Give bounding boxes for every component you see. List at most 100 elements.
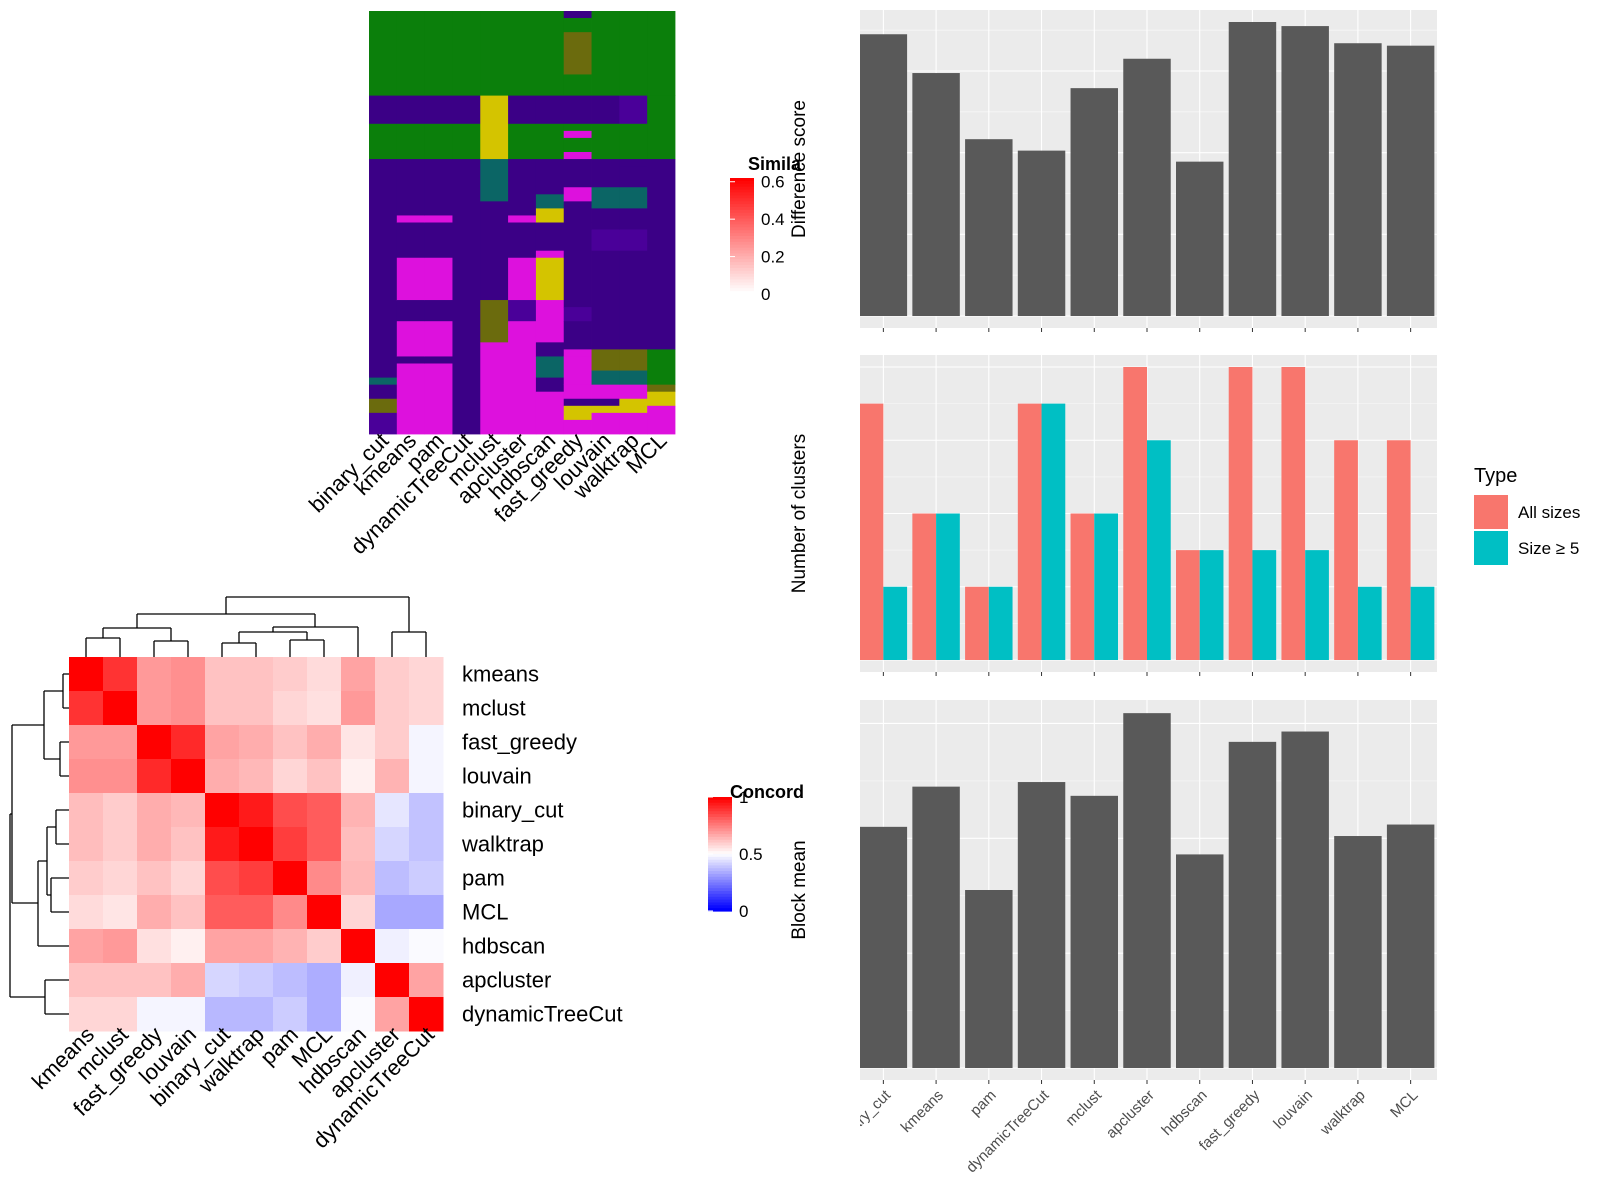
concordance-legend-swatch (708, 842, 732, 847)
concordance-cell (171, 759, 206, 794)
concordance-cell (239, 997, 274, 1032)
bar (1228, 22, 1277, 316)
concordance-cell (103, 929, 138, 964)
membership-cell (591, 229, 620, 252)
concordance-cell (69, 929, 104, 964)
concordance-cell (69, 657, 104, 692)
concordance-row-label: hdbscan (462, 934, 545, 959)
membership-heatmap (369, 11, 676, 435)
membership-cell (369, 95, 398, 125)
similarity-legend-swatch (730, 212, 754, 217)
concordance-cell (239, 929, 274, 964)
bar-size-ge5 (1252, 550, 1277, 660)
concordance-cell (69, 759, 104, 794)
concordance-cell (205, 657, 240, 692)
similarity-legend-swatch (730, 198, 754, 202)
membership-cell (396, 321, 426, 357)
bar-size-ge5 (936, 513, 960, 660)
concordance-legend-swatch (708, 819, 732, 824)
concordance-cell (307, 997, 342, 1032)
similarity-legend-swatch (730, 250, 754, 254)
concordance-cell (239, 725, 274, 760)
similarity-legend-swatch (730, 204, 754, 208)
concordance-legend-title: Concord (730, 782, 804, 802)
membership-cell (424, 95, 453, 125)
y-axis-title: Number of clusters (789, 434, 810, 593)
membership-cell (619, 208, 648, 230)
concordance-cell (205, 963, 240, 998)
concordance-cell (341, 759, 376, 794)
concordance-cell (409, 793, 444, 828)
bar (1070, 795, 1118, 1068)
concordance-cell (375, 793, 410, 828)
membership-cell (508, 11, 537, 96)
bar-all-sizes (859, 403, 884, 660)
concordance-cell (341, 929, 376, 964)
concordance-cell (409, 929, 444, 964)
concordance-cell (239, 895, 274, 930)
concordance-cell (375, 725, 410, 760)
concordance-cell (375, 827, 410, 862)
bar (965, 139, 1013, 316)
concordance-legend-label: 1 (739, 788, 748, 807)
concordance-cell (307, 895, 342, 930)
membership-cell (535, 208, 565, 223)
bar (1334, 836, 1382, 1068)
membership-cell (535, 356, 565, 378)
membership-cell (424, 356, 453, 364)
concordance-cell (409, 963, 444, 998)
membership-cell (508, 159, 537, 216)
membership-cell (647, 384, 676, 393)
clip-mask (808, 0, 860, 1200)
dendrogram-branch (136, 613, 316, 628)
x-tick-label: mclust (1062, 1086, 1105, 1129)
concordance-cell (409, 657, 444, 692)
membership-cell (563, 18, 592, 33)
concordance-legend-swatch (708, 908, 732, 912)
similarity-legend-swatch (730, 227, 754, 231)
bar-all-sizes (1334, 440, 1358, 660)
concordance-cell (103, 725, 138, 760)
concordance-cell (341, 793, 376, 828)
bar-size-ge5 (1147, 440, 1171, 660)
similarity-legend-swatch (730, 195, 754, 199)
bar (859, 34, 908, 316)
similarity-legend-label: 0.6 (761, 173, 785, 192)
concordance-cell (171, 691, 206, 726)
bar (1281, 731, 1329, 1068)
membership-cell (424, 123, 453, 160)
membership-cell (591, 159, 620, 188)
concordance-legend-swatch (708, 865, 732, 869)
membership-cell (535, 391, 565, 435)
similarity-legend-swatch (730, 236, 754, 240)
concordance-legend-swatch (708, 816, 732, 821)
dendrogram-branch (225, 596, 410, 632)
membership-cell (480, 300, 509, 343)
membership-cell (563, 187, 592, 202)
concordance-legend-swatch (708, 834, 732, 838)
similarity-legend-swatch (730, 192, 754, 196)
concordance-legend-swatch (708, 805, 732, 809)
concordance-cell (103, 657, 138, 692)
concordance-cell (341, 725, 376, 760)
membership-cell (424, 257, 453, 301)
bar-all-sizes (1281, 367, 1306, 660)
concordance-cell (205, 793, 240, 828)
x-tick-label: hdbscan (1158, 1087, 1210, 1139)
similarity-legend-swatch (730, 279, 754, 283)
bar-all-sizes (1176, 550, 1200, 660)
similarity-legend-swatch (730, 233, 754, 237)
membership-cell (563, 201, 592, 223)
concordance-legend-swatch (708, 856, 732, 861)
concordance-cell (273, 691, 308, 726)
similarity-legend-swatch (730, 256, 754, 260)
concordance-cell (375, 657, 410, 692)
membership-cell (369, 412, 398, 435)
concordance-cell (69, 793, 104, 828)
dendrogram-branch (11, 724, 44, 904)
x-tick-label: pam (967, 1087, 1000, 1120)
similarity-legend-swatch (730, 273, 754, 278)
concordance-legend-swatch (708, 851, 732, 855)
membership-cell (369, 11, 398, 96)
membership-cell (535, 194, 565, 209)
